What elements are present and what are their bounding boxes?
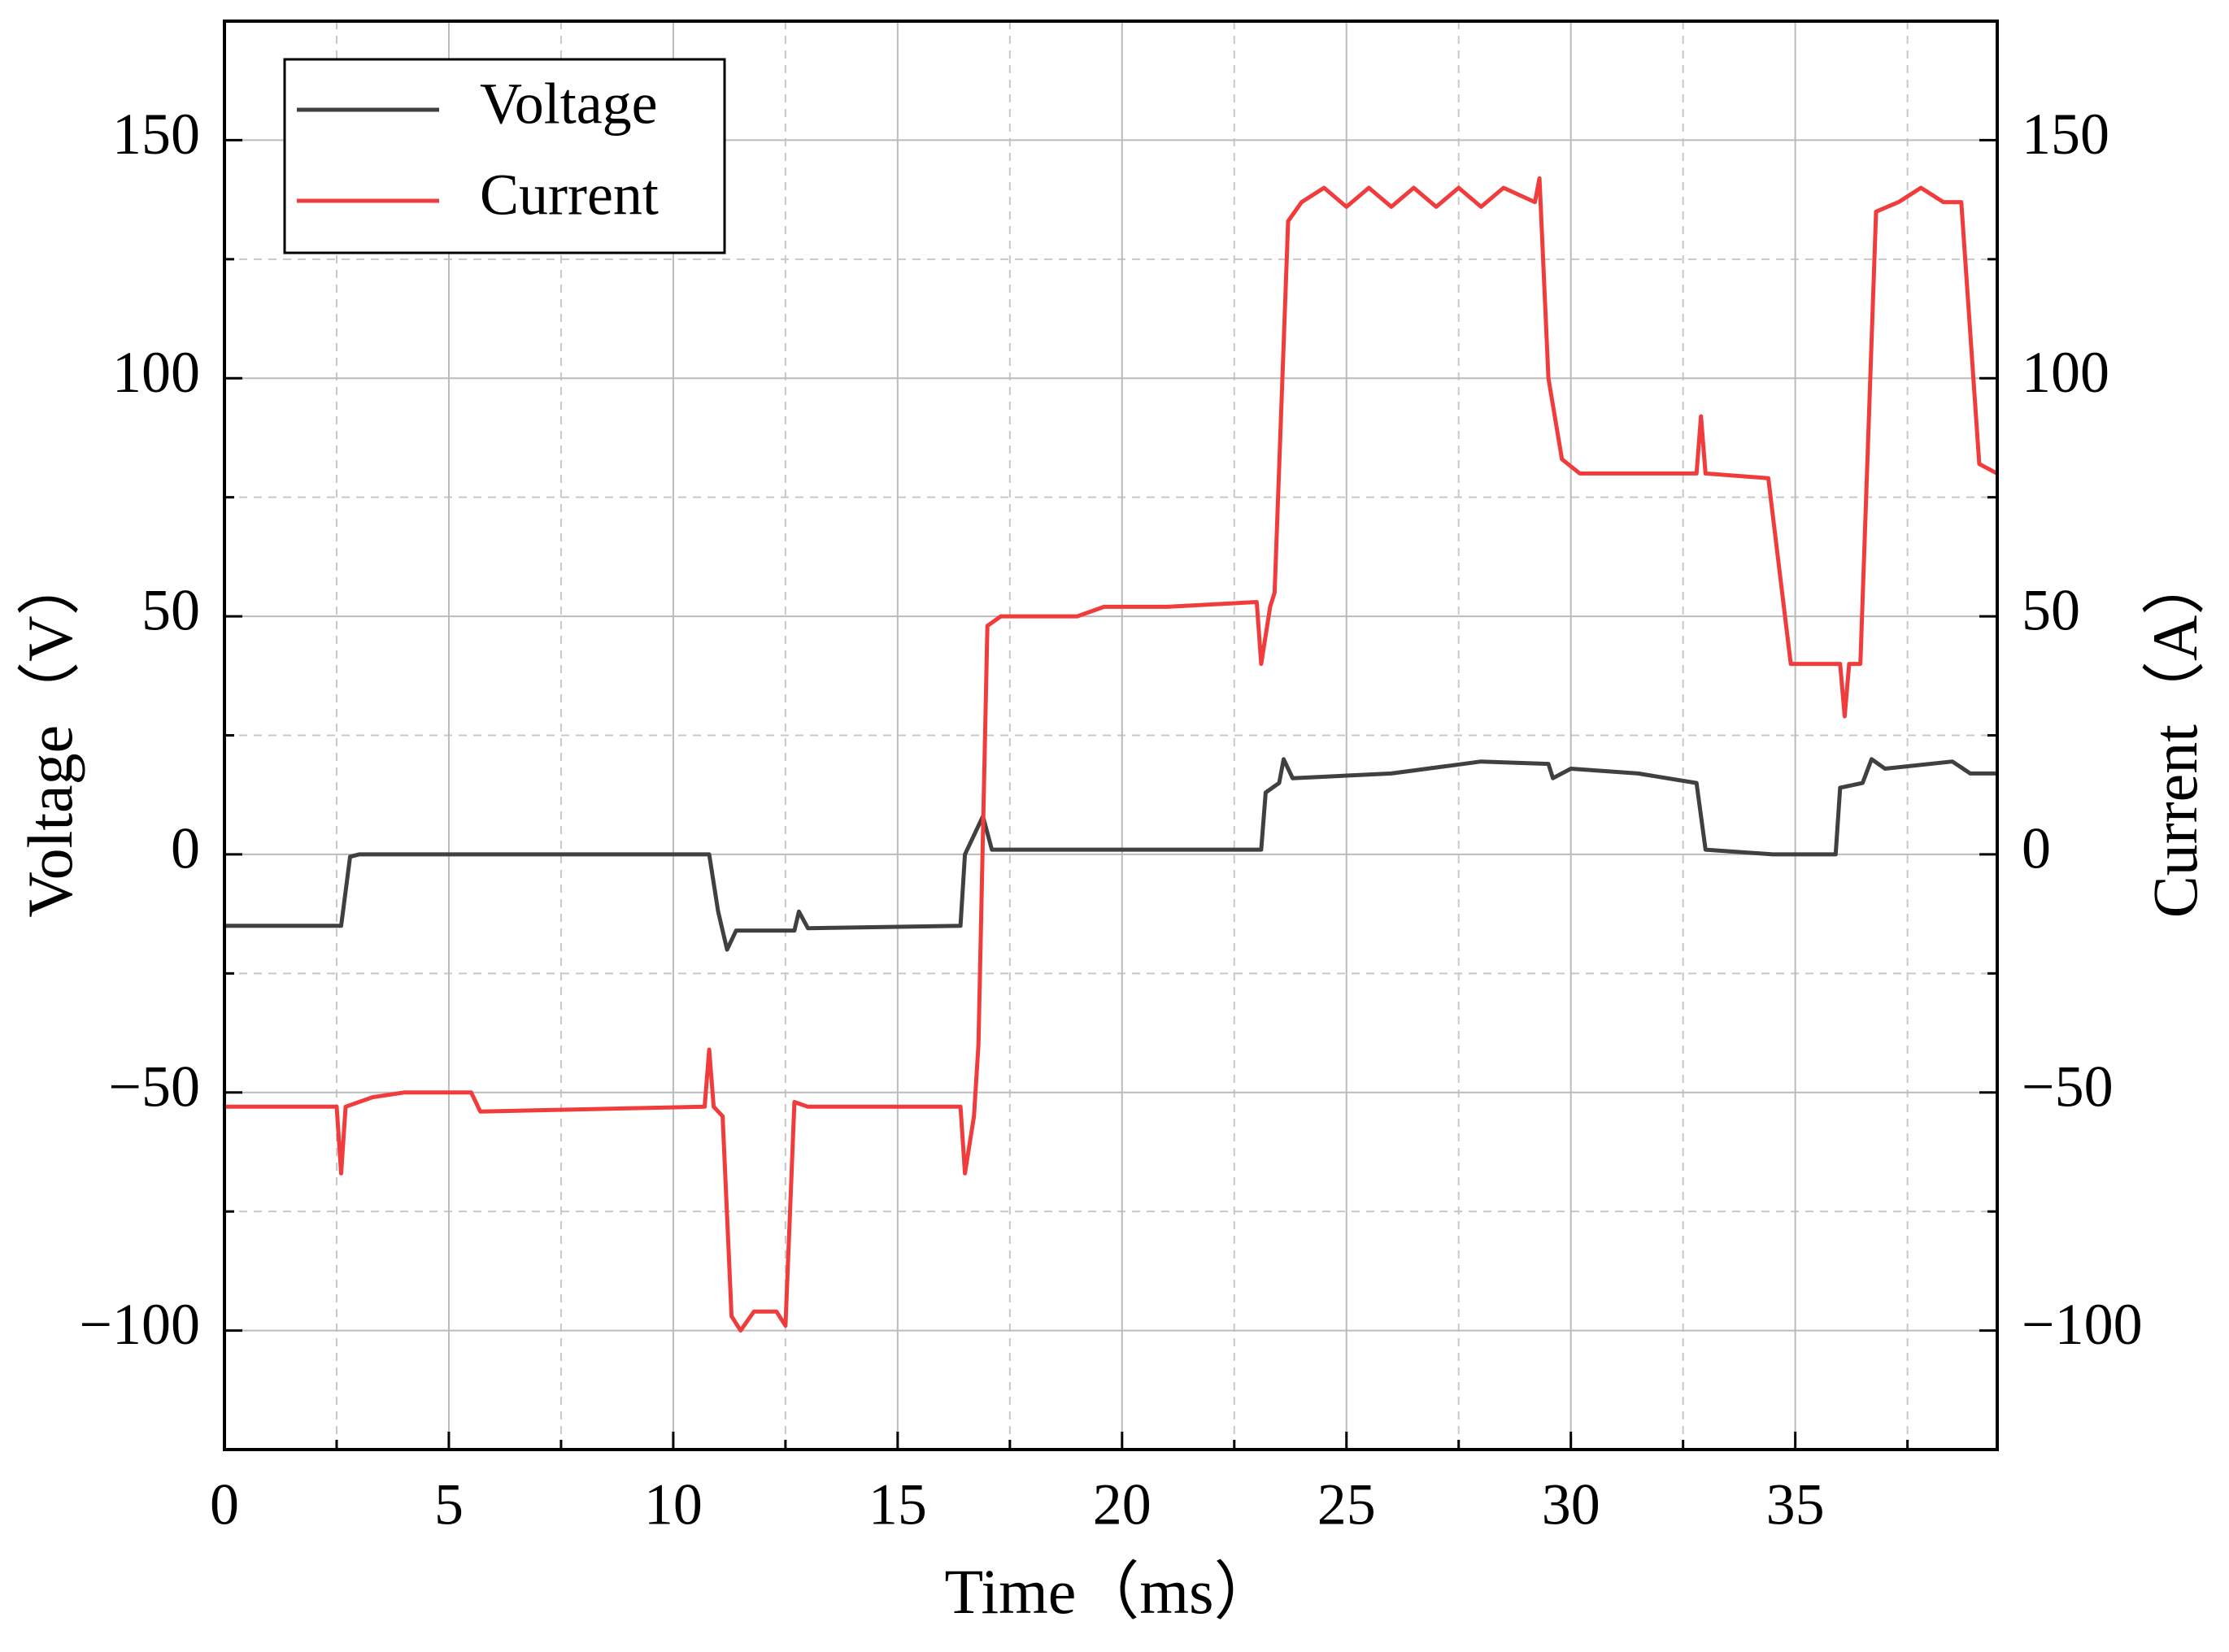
y2-tick-label: 50: [2022, 578, 2080, 643]
y2-tick-label: −50: [2022, 1054, 2114, 1119]
y2-tick-label: 100: [2022, 340, 2109, 405]
y-axis-title: Voltage（V）: [15, 552, 85, 917]
data-line: [224, 176, 1999, 1333]
y-tick-label: −100: [79, 1292, 200, 1357]
y2-tick-label: 0: [2022, 815, 2051, 880]
legend-label: Current: [480, 163, 659, 228]
x-tick-label: 10: [644, 1472, 703, 1537]
y-tick-label: 150: [112, 102, 200, 167]
x-axis-title: Time（ms）: [945, 1556, 1278, 1627]
y-tick-label: 0: [171, 815, 200, 880]
y2-tick-label: −100: [2022, 1292, 2143, 1357]
legend-label: Voltage: [480, 72, 658, 137]
legend-box: [283, 58, 726, 254]
y-tick-label: 50: [141, 578, 200, 643]
data-line: [224, 757, 1997, 952]
x-tick-label: 15: [869, 1472, 927, 1537]
y-tick-label: 100: [112, 340, 200, 405]
x-tick-label: 25: [1317, 1472, 1376, 1537]
y-tick-label: −50: [108, 1054, 200, 1119]
x-tick-label: 30: [1542, 1472, 1600, 1537]
y2-axis-title: Current（A）: [2140, 552, 2210, 919]
x-tick-label: 20: [1093, 1472, 1152, 1537]
x-tick-label: 0: [210, 1472, 239, 1537]
x-tick-label: 35: [1766, 1472, 1825, 1537]
plot-frame: [223, 20, 1999, 1451]
x-tick-label: 5: [434, 1472, 464, 1537]
y2-tick-label: 150: [2022, 102, 2109, 167]
